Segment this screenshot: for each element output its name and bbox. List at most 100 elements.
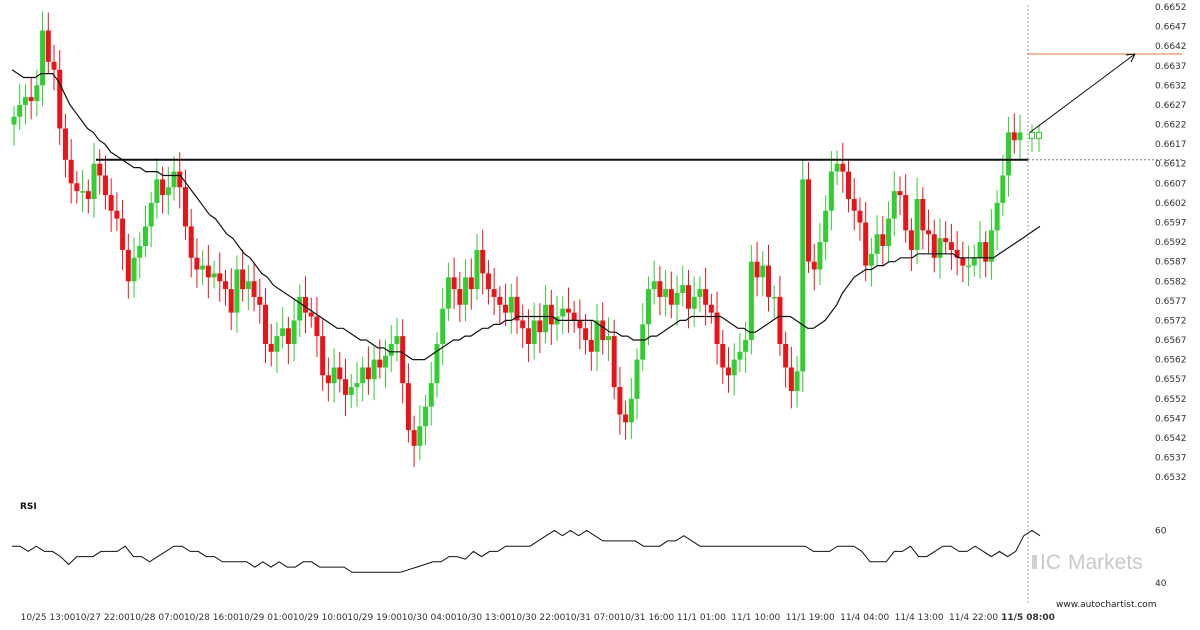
candle bbox=[491, 268, 497, 316]
candle-body bbox=[525, 328, 531, 344]
candle-forming bbox=[1036, 124, 1042, 152]
watermark-name: Markets bbox=[1068, 551, 1143, 574]
candle bbox=[348, 374, 354, 409]
candle-body bbox=[657, 281, 663, 297]
candle bbox=[903, 174, 909, 243]
candle-body bbox=[868, 253, 874, 266]
candle-body bbox=[11, 116, 17, 125]
candle bbox=[291, 299, 297, 362]
candle bbox=[177, 152, 183, 209]
candle bbox=[531, 302, 537, 360]
candle-body bbox=[857, 210, 863, 223]
candle bbox=[868, 237, 874, 287]
time-tick: 10/30 13:00 bbox=[456, 613, 511, 623]
candle-body bbox=[371, 359, 377, 380]
candle-body bbox=[565, 308, 571, 313]
candle-body bbox=[760, 265, 766, 278]
candle bbox=[565, 287, 571, 333]
candle-body bbox=[560, 308, 566, 317]
candle-body bbox=[903, 195, 909, 231]
candle-body bbox=[514, 296, 520, 321]
candle-body bbox=[743, 340, 749, 352]
candle-body bbox=[571, 312, 577, 321]
candle bbox=[360, 356, 366, 402]
candle bbox=[11, 106, 17, 146]
candle-body bbox=[668, 289, 674, 305]
candle-body bbox=[251, 281, 257, 297]
candle bbox=[371, 346, 377, 401]
candle-body bbox=[394, 336, 400, 344]
candle-body bbox=[685, 285, 691, 309]
candle bbox=[748, 245, 754, 355]
candle bbox=[657, 265, 663, 316]
candle-body bbox=[97, 163, 103, 176]
candle-body bbox=[57, 69, 63, 129]
candle-body bbox=[943, 238, 949, 243]
resistance-level bbox=[96, 53, 1182, 161]
candle-body bbox=[788, 367, 794, 391]
candle-body bbox=[543, 304, 549, 333]
candle-body bbox=[1029, 131, 1035, 139]
candles bbox=[11, 11, 1042, 467]
candle bbox=[966, 245, 972, 287]
candle-body bbox=[697, 289, 703, 297]
candle bbox=[537, 303, 543, 354]
candle-body bbox=[274, 336, 280, 352]
candle bbox=[34, 69, 40, 117]
candle bbox=[160, 166, 166, 214]
candle bbox=[131, 237, 137, 298]
candle-body bbox=[245, 281, 251, 290]
candle-body bbox=[343, 379, 349, 395]
candle-body bbox=[211, 273, 217, 278]
candle-body bbox=[114, 210, 120, 219]
candle bbox=[80, 169, 86, 213]
candle bbox=[988, 209, 994, 280]
candle-body bbox=[645, 289, 651, 325]
candle bbox=[68, 139, 74, 204]
candle-body bbox=[303, 296, 309, 313]
candle-body bbox=[131, 257, 137, 282]
price-tick: 0.6587 bbox=[1155, 258, 1187, 268]
candle bbox=[617, 366, 623, 435]
candle-body bbox=[863, 222, 869, 266]
candle-body bbox=[297, 296, 303, 321]
candle bbox=[605, 317, 611, 362]
candle-body bbox=[142, 226, 148, 246]
candle bbox=[343, 358, 349, 417]
moving-average-line bbox=[11, 69, 1041, 361]
candle-body bbox=[417, 426, 423, 446]
candle-body bbox=[491, 289, 497, 297]
logo-bar-icon bbox=[1032, 555, 1037, 569]
candle bbox=[840, 142, 846, 193]
candle bbox=[811, 243, 817, 291]
price-tick: 0.6617 bbox=[1155, 140, 1187, 150]
candle-body bbox=[954, 249, 960, 258]
candle-body bbox=[148, 202, 154, 227]
candle-body bbox=[280, 328, 286, 337]
candle-body bbox=[583, 328, 589, 341]
candle bbox=[708, 293, 714, 324]
price-tick: 0.6602 bbox=[1155, 199, 1187, 209]
candle-body bbox=[926, 230, 932, 235]
candle-body bbox=[17, 104, 23, 117]
candle-body bbox=[474, 249, 480, 290]
price-tick: 0.6577 bbox=[1155, 297, 1187, 307]
candle-body bbox=[411, 430, 417, 446]
candle-body bbox=[480, 249, 486, 274]
candle-body bbox=[966, 265, 972, 268]
candle-body bbox=[34, 85, 40, 102]
candle bbox=[165, 166, 171, 215]
candle bbox=[851, 177, 857, 231]
candle-body bbox=[720, 343, 726, 368]
candle-body bbox=[748, 261, 754, 341]
candle-body bbox=[994, 202, 1000, 231]
candle-body bbox=[165, 187, 171, 196]
candle bbox=[817, 222, 823, 286]
time-tick: 10/29 19:00 bbox=[347, 613, 402, 623]
candle-body bbox=[897, 191, 903, 196]
candle bbox=[285, 316, 291, 365]
candle bbox=[931, 219, 937, 273]
candle bbox=[171, 156, 177, 201]
candle-body bbox=[1017, 132, 1023, 141]
